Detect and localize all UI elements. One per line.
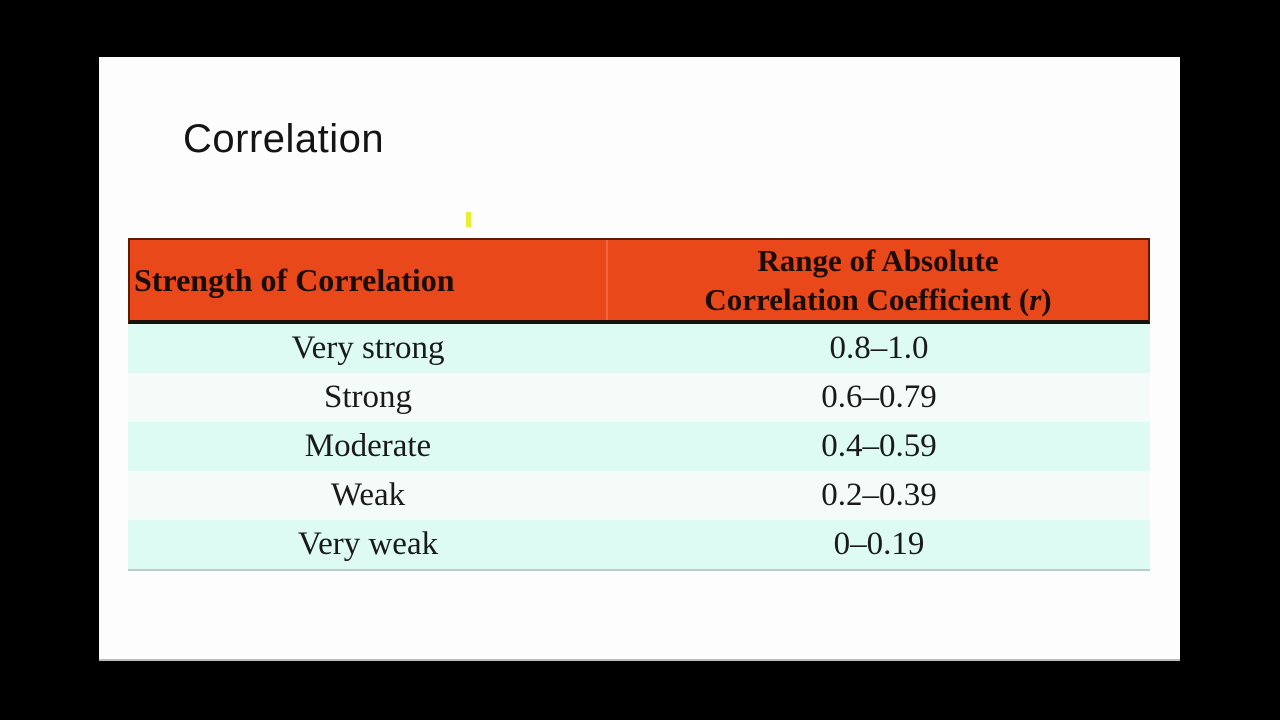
- cell-range: 0.8–1.0: [829, 330, 929, 366]
- cell-strength: Weak: [330, 477, 406, 513]
- cell-range: 0.2–0.39: [821, 477, 937, 513]
- header-strength-of-correlation: Strength of Correlation: [130, 240, 608, 320]
- table-row: Very weak 0–0.19: [128, 520, 1150, 569]
- header-range-line2: Correlation Coefficient (r): [704, 282, 1052, 317]
- yellow-cursor-marker: [466, 212, 471, 227]
- correlation-table: Strength of Correlation Range of Absolut…: [128, 238, 1150, 571]
- table-body: Very strong 0.8–1.0 Strong 0.6–0.79 Mode…: [128, 324, 1150, 571]
- cell-range: 0.4–0.59: [821, 428, 937, 464]
- slide-canvas: Correlation Strength of Correlation Rang…: [99, 57, 1180, 661]
- header-range-line1: Range of Absolute: [757, 243, 999, 278]
- header-range-of-coefficient: Range of Absolute Correlation Coefficien…: [608, 240, 1148, 320]
- table-row: Strong 0.6–0.79: [128, 373, 1150, 422]
- table-row: Very strong 0.8–1.0: [128, 324, 1150, 373]
- page-title: Correlation: [183, 117, 385, 161]
- table-row: Moderate 0.4–0.59: [128, 422, 1150, 471]
- table-row: Weak 0.2–0.39: [128, 471, 1150, 520]
- r-symbol: r: [1029, 282, 1042, 317]
- cell-strength: Moderate: [304, 428, 432, 464]
- cell-strength: Very strong: [291, 330, 445, 366]
- cell-range: 0.6–0.79: [821, 379, 937, 415]
- cell-strength: Very weak: [297, 526, 439, 562]
- cell-range: 0–0.19: [833, 526, 925, 562]
- table-header-row: Strength of Correlation Range of Absolut…: [128, 238, 1150, 324]
- cell-strength: Strong: [323, 379, 412, 415]
